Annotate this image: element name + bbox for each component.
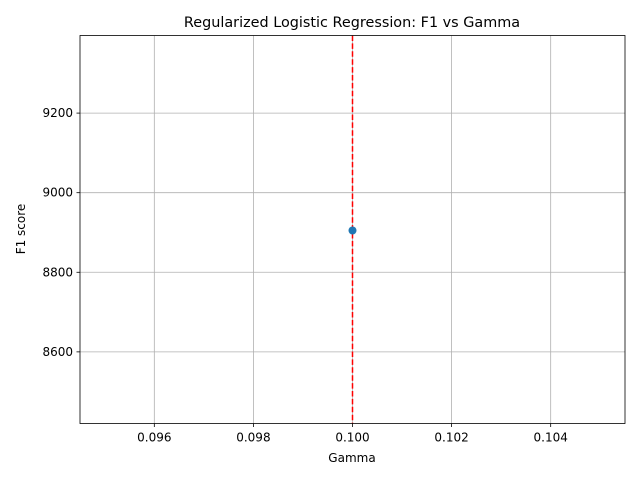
y-tick-layer: 8600 8800 9000 9200 bbox=[42, 106, 80, 359]
data-point bbox=[348, 226, 357, 235]
x-axis-label: Gamma bbox=[328, 451, 375, 465]
x-tick-layer: 0.096 0.098 0.100 0.102 0.104 bbox=[137, 423, 568, 445]
y-tick-label: 9200 bbox=[42, 106, 73, 120]
chart-title: Regularized Logistic Regression: F1 vs G… bbox=[184, 15, 520, 31]
y-tick-label: 9000 bbox=[42, 186, 73, 200]
x-tick-label: 0.096 bbox=[137, 431, 171, 445]
x-tick-label: 0.102 bbox=[434, 431, 468, 445]
y-tick-label: 8600 bbox=[42, 345, 73, 359]
data-point-layer bbox=[348, 226, 357, 235]
y-tick-label: 8800 bbox=[42, 265, 73, 279]
x-tick-label: 0.098 bbox=[236, 431, 270, 445]
x-tick-label: 0.100 bbox=[335, 431, 369, 445]
x-tick-label: 0.104 bbox=[534, 431, 568, 445]
y-axis-label: F1 score bbox=[14, 204, 28, 255]
